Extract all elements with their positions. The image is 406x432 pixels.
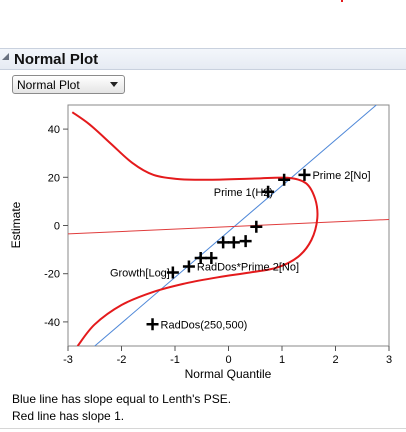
data-point-marker[interactable]	[239, 235, 252, 248]
data-point-marker[interactable]	[262, 185, 275, 198]
note-slope-one: Red line has slope 1.	[12, 409, 125, 423]
panel-title: Normal Plot	[14, 51, 99, 68]
y-axis-title: Estimate	[9, 201, 23, 248]
data-point-marker[interactable]	[182, 260, 195, 273]
point-label: Prime 2[No]	[312, 170, 370, 182]
point-label: Prime 1(H2)	[214, 187, 273, 199]
data-point-marker[interactable]	[205, 252, 218, 265]
y-tick-label: -20	[44, 269, 60, 281]
data-point-marker[interactable]	[227, 236, 240, 249]
reference-line-2	[68, 218, 389, 235]
data-point-marker[interactable]	[146, 318, 159, 331]
y-tick-label: 20	[48, 172, 60, 184]
red-fit-curve	[71, 111, 319, 346]
reference-line-1	[93, 105, 378, 346]
normal-plot-chart: Growth[Log] RadDos*Prime 2[No] RadDos(250,…	[9, 104, 392, 381]
point-label: RadDos(250,500)	[161, 319, 248, 331]
note-lenth-line: Blue line has slope equal to Lenth's PSE…	[12, 392, 232, 406]
y-tick-label: -40	[44, 317, 60, 329]
point-label: Growth[Log]	[110, 267, 170, 279]
x-tick-label: -2	[117, 354, 127, 366]
data-point-marker[interactable]	[194, 252, 207, 265]
x-tick-label: 2	[332, 354, 338, 366]
accent-dot	[341, 0, 343, 2]
data-point-marker[interactable]	[217, 236, 230, 249]
data-point-marker[interactable]	[250, 220, 263, 233]
point-label: RadDos*Prime 2[No]	[197, 261, 299, 273]
data-point-marker[interactable]	[298, 168, 311, 181]
data-point-marker[interactable]	[166, 266, 179, 279]
y-tick-label: 40	[48, 124, 60, 136]
plot-type-select[interactable]: Normal Plot	[12, 75, 125, 94]
chevron-down-icon	[110, 82, 118, 87]
disclosure-triangle-icon[interactable]	[2, 53, 9, 60]
plot-frame	[67, 104, 390, 347]
x-tick-label: -1	[170, 354, 180, 366]
y-tick-label: 0	[54, 221, 60, 233]
plot-type-select-value: Normal Plot	[17, 78, 80, 92]
x-tick-label: 3	[386, 354, 392, 366]
divider	[0, 428, 406, 429]
x-tick-label: 0	[225, 354, 231, 366]
x-tick-label: 1	[279, 354, 285, 366]
data-point-marker[interactable]	[278, 173, 291, 186]
x-axis-title: Normal Quantile	[185, 367, 272, 381]
x-tick-label: -3	[63, 354, 73, 366]
outline-header[interactable]: Normal Plot	[0, 48, 406, 70]
